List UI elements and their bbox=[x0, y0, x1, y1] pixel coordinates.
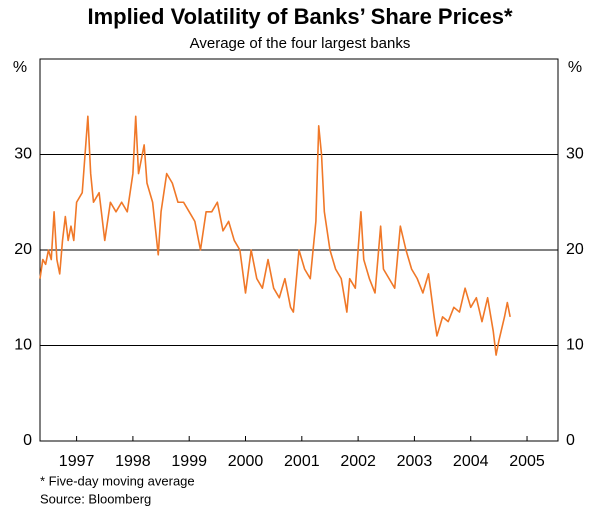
data-line bbox=[39, 115, 511, 356]
chart-title: Implied Volatility of Banks’ Share Price… bbox=[87, 4, 513, 29]
source: Source: Bloomberg bbox=[40, 491, 151, 506]
footnote: * Five-day moving average bbox=[40, 473, 195, 488]
x-tick-label: 1997 bbox=[59, 453, 95, 470]
x-tick-label: 2002 bbox=[340, 453, 376, 470]
y-tick-label: 0 bbox=[23, 432, 32, 449]
chart-subtitle: Average of the four largest banks bbox=[190, 35, 411, 52]
y2-tick-label: 30 bbox=[566, 146, 584, 163]
y-tick-label: 30 bbox=[14, 146, 32, 163]
y-axis-label: % bbox=[13, 59, 27, 76]
y2-tick-label: 0 bbox=[566, 432, 575, 449]
x-tick-label: 1998 bbox=[115, 453, 151, 470]
x-tick-label: 2005 bbox=[509, 453, 545, 470]
y2-tick-label: 10 bbox=[566, 337, 584, 354]
y-tick-label: 20 bbox=[14, 241, 32, 258]
y2-tick-label: 20 bbox=[566, 241, 584, 258]
x-tick-label: 1999 bbox=[171, 453, 207, 470]
x-tick-label: 2000 bbox=[228, 453, 264, 470]
x-tick-label: 2001 bbox=[284, 453, 320, 470]
y2-axis-label: % bbox=[568, 59, 582, 76]
x-tick-label: 2003 bbox=[397, 453, 433, 470]
x-tick-label: 2004 bbox=[453, 453, 489, 470]
y-tick-label: 10 bbox=[14, 337, 32, 354]
